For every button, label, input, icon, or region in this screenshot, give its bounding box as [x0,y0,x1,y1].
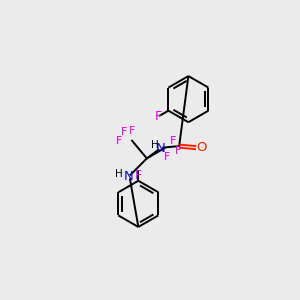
Text: H: H [115,169,123,179]
Text: F: F [155,110,162,123]
Text: F: F [135,169,142,182]
Text: F: F [116,136,122,146]
Text: N: N [124,170,133,183]
Text: F: F [164,152,170,162]
Text: H: H [151,140,158,150]
Text: F: F [174,146,181,156]
Text: F: F [170,136,176,146]
Text: F: F [129,126,135,136]
Text: O: O [196,141,207,154]
Text: F: F [121,127,128,137]
Text: N: N [156,142,166,155]
